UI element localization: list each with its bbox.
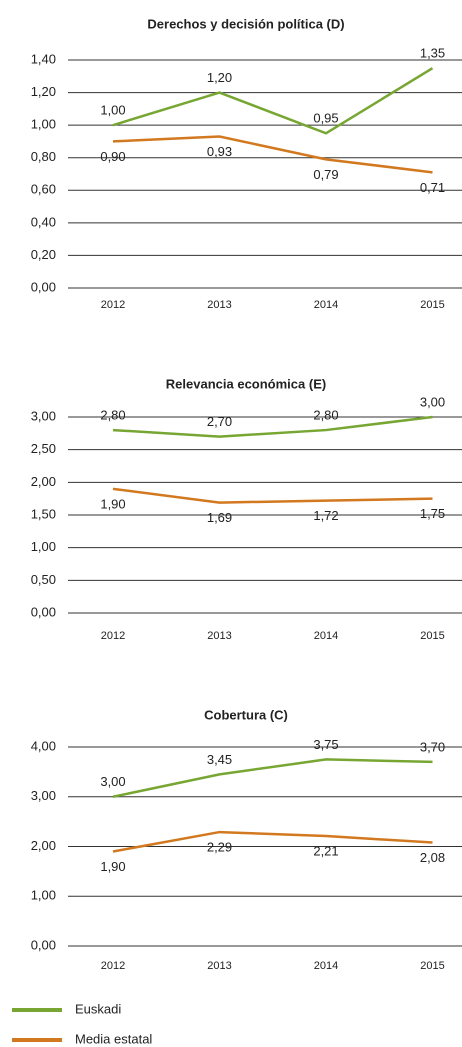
y-tick-label: 2,50 [31,441,56,456]
y-tick-label: 1,40 [31,51,56,66]
data-label: 3,45 [207,752,232,767]
data-label: 1,00 [100,103,125,118]
y-tick-label: 0,80 [31,149,56,164]
series-line [112,135,433,174]
y-tick-label: 0,60 [31,182,56,197]
data-label: 0,71 [420,180,445,195]
data-label: 3,00 [100,774,125,789]
data-label: 0,79 [313,167,338,182]
x-tick-label: 2014 [314,630,338,642]
series-line [112,487,433,504]
data-label: 2,80 [100,408,125,423]
x-tick-label: 2012 [101,960,125,972]
x-tick-label: 2014 [314,299,338,311]
data-label: 1,90 [100,496,125,511]
data-label: 3,75 [313,737,338,752]
x-tick-label: 2014 [314,960,338,972]
x-tick-label: 2013 [207,960,231,972]
x-tick-label: 2013 [207,630,231,642]
y-tick-label: 1,20 [31,84,56,99]
data-label: 1,90 [100,859,125,874]
series-line [112,758,433,798]
x-tick-label: 2015 [420,630,444,642]
y-tick-label: 3,00 [31,408,56,423]
y-tick-label: 1,00 [31,117,56,132]
chart-title: Derechos y decisión política (D) [147,16,344,31]
y-tick-label: 0,00 [31,279,56,294]
data-label: 1,69 [207,510,232,525]
data-label: 2,29 [207,840,232,855]
series-line [112,830,433,853]
data-label: 1,20 [207,70,232,85]
chart-title: Cobertura (C) [204,707,288,722]
data-label: 0,93 [207,144,232,159]
legend-label: Euskadi [75,1001,121,1016]
x-tick-label: 2012 [101,630,125,642]
series-line [112,67,434,135]
x-tick-label: 2015 [420,960,444,972]
x-tick-label: 2013 [207,299,231,311]
y-tick-label: 0,50 [31,572,56,587]
y-tick-label: 0,00 [31,604,56,619]
legend-label: Media estatal [75,1031,152,1046]
data-label: 0,90 [100,149,125,164]
y-tick-label: 2,00 [31,474,56,489]
data-label: 2,08 [420,850,445,865]
data-label: 3,00 [420,394,445,409]
series-line [112,415,433,438]
x-tick-label: 2012 [101,299,125,311]
y-tick-label: 0,40 [31,214,56,229]
data-label: 2,80 [313,408,338,423]
y-tick-label: 2,00 [31,838,56,853]
y-tick-label: 1,50 [31,506,56,521]
y-tick-label: 1,00 [31,888,56,903]
chart-title: Relevancia económica (E) [166,376,326,391]
x-tick-label: 2015 [420,299,444,311]
y-tick-label: 0,00 [31,937,56,952]
data-label: 1,35 [420,46,445,61]
data-label: 1,75 [420,506,445,521]
data-label: 0,95 [313,111,338,126]
data-label: 2,70 [207,414,232,429]
y-tick-label: 0,20 [31,247,56,262]
y-tick-label: 1,00 [31,539,56,554]
y-tick-label: 4,00 [31,738,56,753]
data-label: 2,21 [313,843,338,858]
data-label: 3,70 [420,739,445,754]
y-tick-label: 3,00 [31,788,56,803]
data-label: 1,72 [313,508,338,523]
